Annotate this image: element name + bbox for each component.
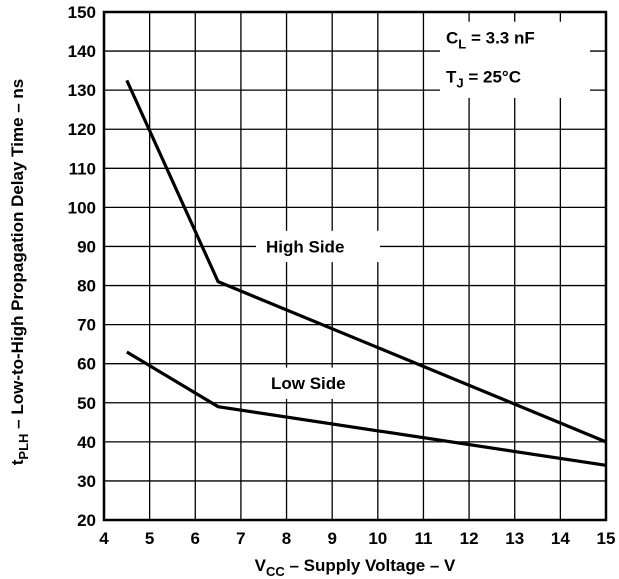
x-tick-label: 11 [414,529,432,548]
x-tick-label: 12 [460,529,479,548]
high-side-label: High Side [266,237,344,256]
high-side-label-bg [256,230,380,263]
y-tick-label: 90 [77,237,96,256]
x-tick-labels: 4 5 6 7 8 9 10 11 12 13 14 15 [99,529,615,548]
y-axis-title-sub: PLH [16,434,31,460]
low-side-line [125,350,607,467]
cl-sub: L [458,36,466,51]
x-tick-label: 5 [145,529,154,548]
cl-rest: = 3.3 nF [466,28,535,47]
y-tick-label: 70 [77,316,96,335]
y-tick-label: 110 [69,159,96,178]
y-axis-title: tPLH – Low-to-High Propagation Delay Tim… [8,79,31,466]
x-tick-label: 10 [368,529,387,548]
high-side-line [125,79,607,444]
x-tick-label: 6 [191,529,200,548]
low-side-label: Low Side [271,374,346,393]
tj-annotation: TJ = 25°C [446,67,521,90]
y-tick-label: 60 [77,355,96,374]
tj-main: T [446,67,457,86]
x-axis-title-rest: – Supply Voltage – V [285,556,456,575]
x-tick-label: 7 [236,529,245,548]
y-tick-label: 150 [68,3,96,22]
cl-main: C [446,28,458,47]
x-tick-label: 15 [597,529,616,548]
y-tick-label: 130 [68,81,96,100]
x-tick-label: 13 [505,529,524,548]
y-axis-title-rest: – Low-to-High Propagation Delay Time – n… [8,79,27,434]
y-tick-label: 120 [68,120,96,139]
y-tick-label: 40 [77,433,96,452]
y-tick-label: 50 [77,394,96,413]
x-axis-title-main: V [255,556,267,575]
tj-sub: J [456,75,463,90]
x-tick-label: 8 [282,529,291,548]
cl-annotation: CL = 3.3 nF [446,28,535,51]
y-tick-labels: 20 30 40 50 60 70 80 90 100 110 120 130 140 150 [68,3,96,530]
series-lines [125,79,607,467]
y-tick-label: 140 [68,42,96,61]
conditions-box [440,21,590,98]
y-tick-label: 20 [77,511,96,530]
x-axis-title: VCC – Supply Voltage – V [255,556,456,579]
y-tick-label: 80 [77,277,96,296]
plot-frame [102,10,608,522]
x-tick-label: 4 [99,529,109,548]
tj-rest: = 25°C [464,67,521,86]
y-tick-label: 30 [77,472,96,491]
low-side-label-bg [262,367,362,399]
y-tick-label: 100 [68,198,96,217]
x-tick-label: 9 [327,529,336,548]
x-axis-title-sub: CC [266,564,285,579]
x-tick-label: 14 [551,529,570,548]
y-axis-title-main: t [8,459,27,465]
